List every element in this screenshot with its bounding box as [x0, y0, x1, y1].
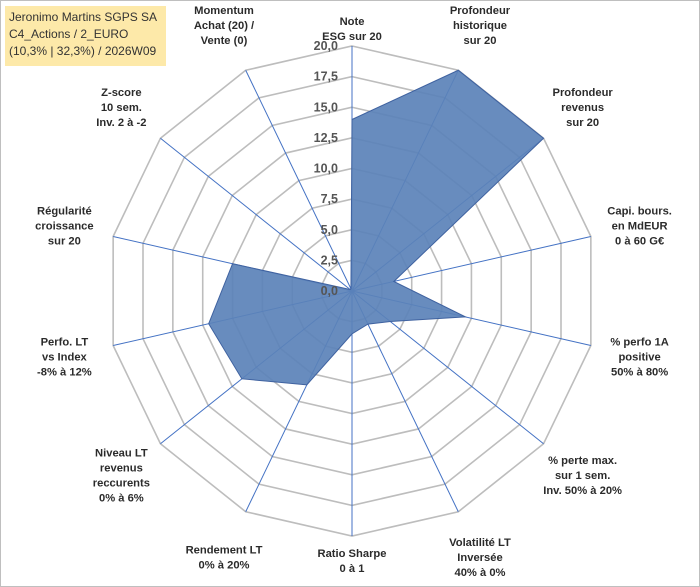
axis-label-2: Profondeur revenus sur 20: [552, 87, 613, 129]
axis-label-line: sur 20: [48, 235, 81, 247]
axis-label-3: Capi. bours. en MdEUR 0 à 60 G€: [607, 205, 672, 247]
axis-label-line: Inv. 50% à 20%: [543, 485, 622, 497]
tick-label: 12,5: [314, 131, 338, 145]
axis-label-line: Capi. bours.: [607, 205, 672, 217]
axis-label-line: vs Index: [42, 352, 88, 364]
axis-label-line: Régularité: [37, 205, 92, 217]
axis-label-line: 0 à 60 G€: [615, 235, 665, 247]
axis-label-line: Momentum: [194, 5, 254, 17]
axis-label-line: % perte max.: [548, 455, 617, 467]
axis-label-10: Perfo. LT vs Index -8% à 12%: [37, 337, 92, 379]
tick-label: 20,0: [314, 39, 338, 53]
axis-label-line: Achat (20) /: [194, 20, 254, 32]
axis-label-line: Niveau LT: [95, 447, 148, 459]
tick-label: 7,5: [321, 192, 338, 206]
axis-label-line: revenus: [561, 102, 604, 114]
series-area: [208, 69, 545, 386]
axis-label-line: Note: [340, 16, 365, 28]
axis-label-12: Z-score 10 sem. Inv. 2 à -2: [96, 87, 146, 129]
tick-label: 17,5: [314, 70, 338, 84]
axis-label-6: Volatilité LT Inversée 40% à 0%: [449, 537, 511, 579]
axis-label-5: % perte max. sur 1 sem. Inv. 50% à 20%: [543, 455, 622, 497]
axis-label-line: positive: [618, 352, 660, 364]
axis-label-1: Profondeur historique sur 20: [450, 5, 511, 47]
tick-label: 15,0: [314, 100, 338, 114]
tick-label: 0,0: [321, 284, 338, 298]
axis-label-line: reccurents: [93, 477, 150, 489]
axis-label-line: Perfo. LT: [41, 337, 89, 349]
chart-title-box: Jeronimo Martins SGPS SA C4_Actions / 2_…: [5, 6, 166, 66]
axis-label-line: sur 1 sem.: [555, 470, 610, 482]
axis-label-line: Z-score: [101, 87, 141, 99]
axis-label-line: sur 20: [464, 35, 497, 47]
axis-label-line: Inversée: [457, 552, 502, 564]
axis-label-line: Vente (0): [201, 35, 248, 47]
tick-label: 5,0: [321, 223, 338, 237]
axis-label-line: en MdEUR: [612, 220, 668, 232]
series-layer: [208, 69, 545, 386]
axis-label-11: Régularité croissance sur 20: [35, 205, 93, 247]
axis-label-line: sur 20: [566, 117, 599, 129]
axis-label-13: Momentum Achat (20) / Vente (0): [194, 5, 254, 47]
axis-label-4: % perfo 1A positive 50% à 80%: [610, 337, 668, 379]
axis-label-9: Niveau LT revenus reccurents 0% à 6%: [93, 447, 150, 504]
axis-label-line: ESG sur 20: [322, 31, 382, 43]
axis-label-7: Ratio Sharpe 0 à 1: [317, 548, 386, 575]
title-line-2: C4_Actions / 2_EURO: [9, 27, 129, 41]
axis-label-line: 0% à 6%: [99, 492, 144, 504]
axis-label-line: Ratio Sharpe: [317, 548, 386, 560]
axis-label-line: 0 à 1: [340, 563, 365, 575]
axis-label-line: 0% à 20%: [199, 559, 250, 571]
axis-label-line: Inv. 2 à -2: [96, 117, 146, 129]
tick-labels: 0,0 2,5 5,0 7,5 10,0 12,5 15,0 17,5 20,0: [314, 39, 338, 298]
title-line-3: (10,3% | 32,3%) / 2026W09: [9, 44, 157, 58]
axis-label-line: Volatilité LT: [449, 537, 511, 549]
axis-label-line: croissance: [35, 220, 93, 232]
axis-label-line: % perfo 1A: [610, 337, 668, 349]
tick-label: 2,5: [321, 253, 338, 267]
axis-spoke: [351, 290, 459, 512]
axis-label-line: 50% à 80%: [611, 367, 668, 379]
axis-label-line: Rendement LT: [186, 544, 263, 556]
axis-label-line: revenus: [100, 462, 143, 474]
axis-spoke: [245, 70, 353, 292]
axis-label-line: 40% à 0%: [454, 567, 505, 579]
axis-spoke: [160, 137, 353, 292]
axis-labels: Note ESG sur 20 Profondeur historique sur 20…: [35, 5, 672, 579]
axis-label-line: -8% à 12%: [37, 367, 92, 379]
axis-label-line: 10 sem.: [101, 102, 142, 114]
axis-label-line: Profondeur: [450, 5, 511, 17]
axis-label-line: historique: [453, 20, 507, 32]
title-line-1: Jeronimo Martins SGPS SA: [9, 10, 158, 24]
axis-label-8: Rendement LT 0% à 20%: [186, 544, 263, 571]
axis-label-line: Profondeur: [552, 87, 613, 99]
axis-label-0: Note ESG sur 20: [322, 16, 382, 43]
tick-label: 10,0: [314, 162, 338, 176]
